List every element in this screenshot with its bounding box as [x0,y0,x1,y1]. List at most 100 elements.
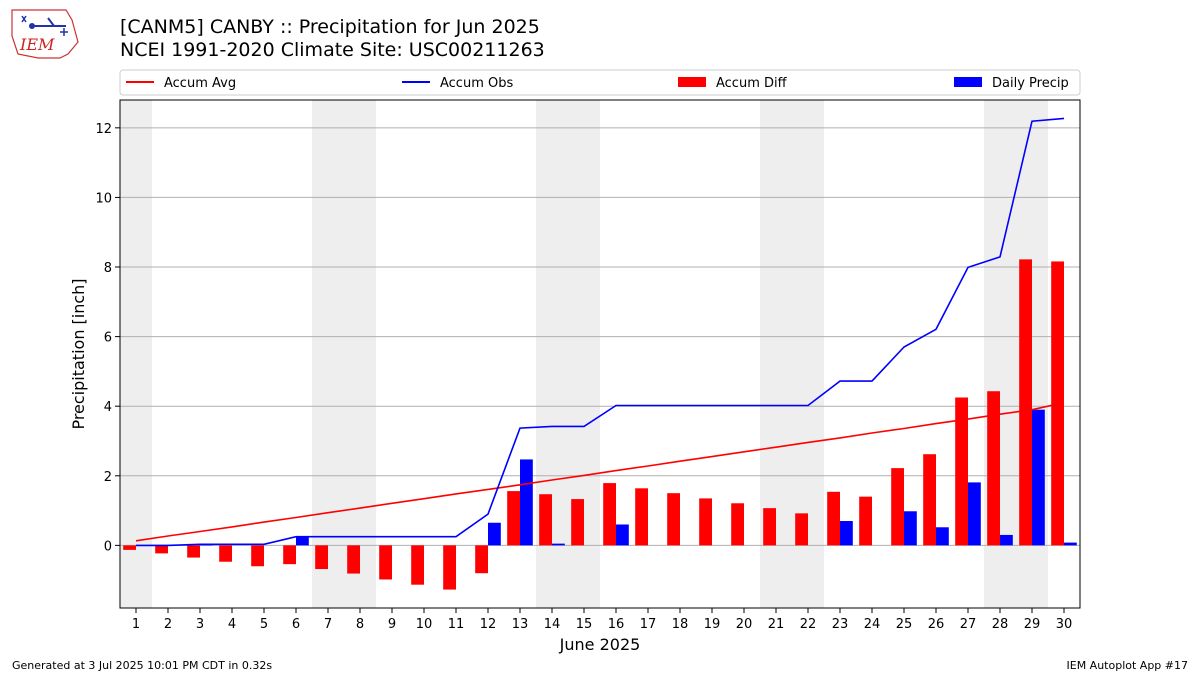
x-tick-label: 16 [608,617,625,632]
x-tick-label: 29 [1024,617,1041,632]
x-tick-label: 10 [416,617,433,632]
x-tick-label: 9 [388,617,396,632]
x-tick-label: 19 [704,617,721,632]
accum-diff-bar [603,483,616,546]
x-tick-label: 14 [544,617,561,632]
x-tick-label: 17 [640,617,657,632]
accum-obs-line [136,117,1065,547]
y-tick-label: 6 [104,331,112,346]
accum-diff-bar [891,468,904,546]
x-tick-label: 26 [928,617,945,632]
daily-precip-bar [552,543,565,546]
accum-diff-bar [347,545,360,574]
accum-diff-bar [923,454,936,546]
accum-diff-bar [155,545,168,554]
legend-label: Accum Avg [164,76,236,91]
accum-diff-bar [731,503,744,546]
x-tick-label: 3 [196,617,204,632]
plot-frame [119,99,1081,609]
daily-precip-bar [1064,542,1077,546]
accum-diff-bar [315,545,328,570]
x-tick-label: 1 [132,617,140,632]
x-tick-label: 20 [736,617,753,632]
accum-diff-bar [635,488,648,546]
x-tick-label: 4 [228,617,236,632]
y-tick-label: 4 [104,400,112,415]
legend-box [119,69,1081,96]
accum-diff-bar [699,498,712,546]
legend-swatch [954,77,982,87]
daily-precip-bar [968,482,981,546]
legend-swatch [678,77,706,87]
daily-precip-bar [1032,409,1045,546]
daily-precip-bar [488,522,501,546]
x-tick-label: 6 [292,617,300,632]
accum-diff-bar [507,491,520,546]
x-tick-label: 2 [164,617,172,632]
accum-diff-bar [571,499,584,546]
x-tick-label: 27 [960,617,977,632]
weekend-shade [120,100,152,608]
daily-precip-bar [520,459,533,546]
accum-diff-bar [987,391,1000,546]
daily-precip-bar [840,521,853,546]
accum-diff-bar [539,494,552,546]
accum-diff-bar [795,513,808,546]
accum-diff-bar [1019,259,1032,546]
accum-diff-bar [443,545,456,590]
x-tick-label: 11 [448,617,465,632]
iem-logo: IEM [11,9,79,59]
accum-diff-bar [123,545,136,550]
accum-diff-bar [187,545,200,558]
accum-diff-bar [411,545,424,585]
x-tick-label: 23 [832,617,849,632]
accum-diff-bar [667,493,680,546]
weekend-shade [312,100,344,608]
x-tick-label: 15 [576,617,593,632]
x-tick-label: 18 [672,617,689,632]
y-tick-label: 12 [95,122,112,137]
accum-diff-bar [251,545,264,567]
accum-diff-bar [827,491,840,546]
chart-title: [CANM5] CANBY :: Precipitation for Jun 2… [120,16,540,38]
x-tick-label: 28 [992,617,1009,632]
accum-diff-bar [379,545,392,580]
chart-subtitle: NCEI 1991-2020 Climate Site: USC00211263 [120,39,545,61]
legend-label: Daily Precip [992,76,1069,91]
legend-label: Accum Diff [716,76,788,91]
y-tick-label: 8 [104,261,112,276]
generated-timestamp: Generated at 3 Jul 2025 10:01 PM CDT in … [12,659,273,672]
accum-diff-bar [955,397,968,546]
y-tick-label: 0 [104,539,112,554]
x-tick-label: 21 [768,617,785,632]
legend-label: Accum Obs [440,76,513,91]
daily-precip-bar [904,511,917,546]
y-tick-label: 10 [95,191,112,206]
svg-text:IEM: IEM [19,35,55,54]
daily-precip-bar [296,536,309,546]
y-tick-label: 2 [104,470,112,485]
accum-avg-line [135,401,1065,542]
daily-precip-bar [616,524,629,546]
x-tick-label: 12 [480,617,497,632]
x-tick-label: 8 [356,617,364,632]
y-axis-label: Precipitation [inch] [69,278,88,429]
x-tick-label: 30 [1056,617,1073,632]
daily-precip-bar [936,527,949,546]
x-tick-label: 24 [864,617,881,632]
accum-diff-bar [475,545,488,574]
x-tick-label: 5 [260,617,268,632]
x-tick-label: 7 [324,617,332,632]
accum-diff-bar [859,496,872,546]
x-tick-label: 25 [896,617,913,632]
x-tick-label: 13 [512,617,529,632]
daily-precip-bar [1000,534,1013,546]
x-axis-label: June 2025 [559,635,641,654]
x-tick-label: 22 [800,617,817,632]
weekend-shade [344,100,376,608]
app-credit: IEM Autoplot App #17 [1066,659,1189,672]
accum-diff-bar [219,545,232,562]
accum-diff-bar [763,508,776,546]
accum-diff-bar [283,545,296,565]
